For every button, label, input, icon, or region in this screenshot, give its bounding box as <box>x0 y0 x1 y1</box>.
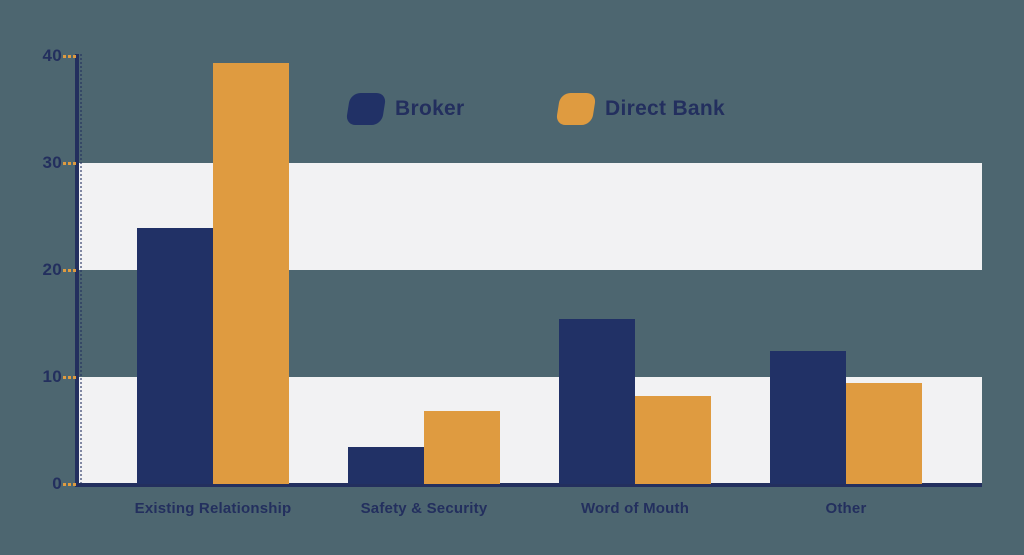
bar-direct-bank <box>424 411 500 484</box>
y-tick-dash <box>63 483 76 486</box>
legend-label: Direct Bank <box>605 97 726 120</box>
x-axis-line <box>75 483 982 487</box>
legend-label: Broker <box>395 97 465 120</box>
y-tick-label: 20 <box>42 260 62 279</box>
y-tick-dash <box>63 55 76 58</box>
y-axis-minor-ticks <box>80 54 82 484</box>
bar-broker <box>770 351 846 484</box>
y-tick-dash <box>63 376 76 379</box>
x-category-label: Word of Mouth <box>580 500 690 517</box>
y-tick-label: 30 <box>42 153 62 172</box>
bar-direct-bank <box>213 63 289 484</box>
legend-swatch-icon <box>555 93 597 125</box>
bar-broker <box>137 228 213 484</box>
bar-direct-bank <box>635 396 711 484</box>
legend-item-broker: Broker <box>345 91 465 127</box>
legend-item-direct-bank: Direct Bank <box>555 91 726 127</box>
legend-swatch-icon <box>345 93 387 125</box>
bar-direct-bank <box>846 383 922 484</box>
bar-broker <box>559 319 635 484</box>
y-tick-dash <box>63 269 76 272</box>
x-category-label: Other <box>825 500 867 517</box>
bar-broker <box>348 446 424 484</box>
y-tick-label: 40 <box>42 46 62 65</box>
y-tick-label: 10 <box>42 367 62 386</box>
y-tick-dash <box>63 162 76 165</box>
x-category-label: Safety & Security <box>360 500 488 517</box>
y-tick-label: 0 <box>52 474 62 493</box>
x-category-label: Existing Relationship <box>134 500 292 517</box>
y-axis-line <box>75 54 79 487</box>
